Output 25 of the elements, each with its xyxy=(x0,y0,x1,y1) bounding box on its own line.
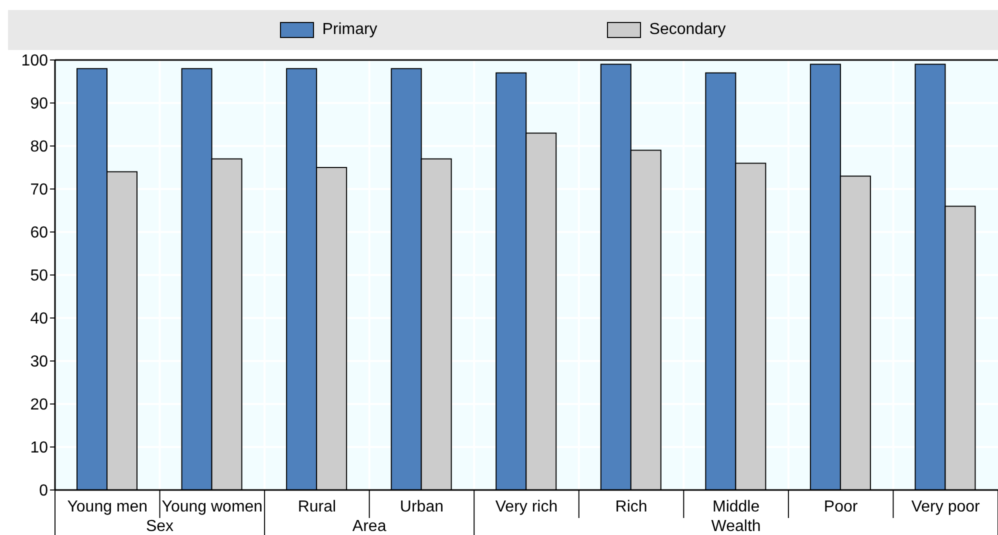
x-tick-label: Urban xyxy=(400,498,444,516)
x-tick-label: Rural xyxy=(298,498,336,516)
legend-label: Secondary xyxy=(649,21,726,39)
y-tick-label: 30 xyxy=(30,354,48,371)
text: Wealth xyxy=(711,518,761,535)
x-tick-label: Poor xyxy=(824,498,858,516)
y-tick-label: 80 xyxy=(30,138,48,156)
y-tick-label: 50 xyxy=(30,268,48,285)
x-tick-label: Young men xyxy=(67,498,148,516)
legend-label: Primary xyxy=(322,21,378,39)
y-tick-label: 90 xyxy=(30,96,48,113)
y-tick-label: 70 xyxy=(30,182,48,199)
text: Sex xyxy=(146,518,174,535)
x-tick-label: Rich xyxy=(615,498,648,516)
y-tick-label: 100 xyxy=(21,52,48,70)
y-tick-label: 0 xyxy=(39,482,48,500)
y-tick-label: 40 xyxy=(30,310,48,328)
y-tick-label: 20 xyxy=(30,396,48,414)
x-tick-label: Very rich xyxy=(495,498,558,516)
y-tick-label: 10 xyxy=(30,440,48,457)
text: Area xyxy=(352,518,386,535)
x-tick-label: Young women xyxy=(162,498,263,516)
y-tick-label: 60 xyxy=(30,224,48,242)
x-tick-label: Very poor xyxy=(911,498,981,516)
x-tick-label: Middle xyxy=(712,498,760,516)
